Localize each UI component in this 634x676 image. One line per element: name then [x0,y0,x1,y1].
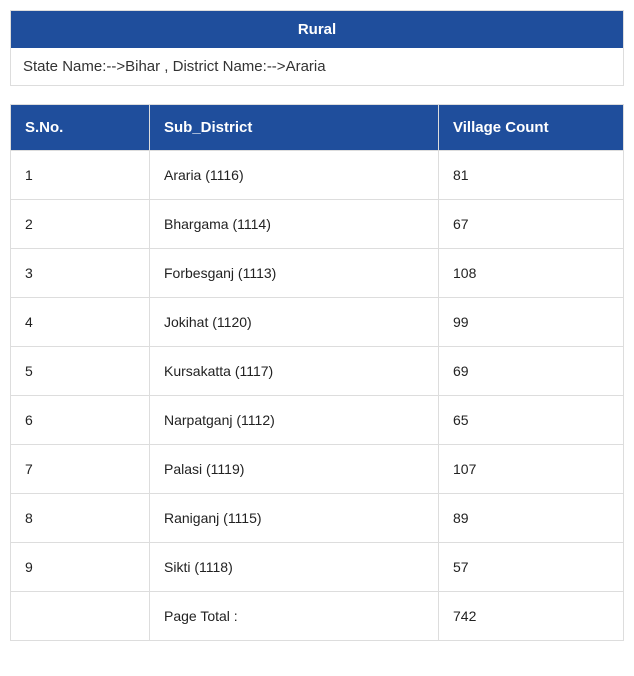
footer-empty [11,592,150,641]
cell-sno: 4 [11,298,150,347]
cell-subdistrict[interactable]: Bhargama (1114) [150,200,439,249]
cell-village-count[interactable]: 67 [439,200,624,249]
cell-village-count[interactable]: 69 [439,347,624,396]
data-table: S.No. Sub_District Village Count 1Araria… [10,104,624,641]
cell-village-count[interactable]: 107 [439,445,624,494]
table-row: 6Narpatganj (1112)65 [11,396,624,445]
cell-sno: 9 [11,543,150,592]
cell-subdistrict[interactable]: Jokihat (1120) [150,298,439,347]
cell-sno: 6 [11,396,150,445]
footer-value: 742 [439,592,624,641]
cell-village-count[interactable]: 65 [439,396,624,445]
cell-sno: 7 [11,445,150,494]
cell-village-count[interactable]: 99 [439,298,624,347]
cell-subdistrict[interactable]: Sikti (1118) [150,543,439,592]
cell-sno: 5 [11,347,150,396]
col-header-village-count[interactable]: Village Count [439,105,624,151]
cell-village-count[interactable]: 108 [439,249,624,298]
table-row: 7Palasi (1119)107 [11,445,624,494]
col-header-sno[interactable]: S.No. [11,105,150,151]
table-footer-row: Page Total : 742 [11,592,624,641]
cell-sno: 8 [11,494,150,543]
table-header-row: S.No. Sub_District Village Count [11,105,624,151]
col-header-subdistrict[interactable]: Sub_District [150,105,439,151]
breadcrumb: State Name:-->Bihar , District Name:-->A… [11,48,624,86]
footer-label: Page Total : [150,592,439,641]
cell-subdistrict[interactable]: Palasi (1119) [150,445,439,494]
page-title: Rural [11,11,624,49]
cell-sno: 2 [11,200,150,249]
cell-subdistrict[interactable]: Forbesganj (1113) [150,249,439,298]
cell-village-count[interactable]: 89 [439,494,624,543]
cell-subdistrict[interactable]: Narpatganj (1112) [150,396,439,445]
header-table: Rural State Name:-->Bihar , District Nam… [10,10,624,86]
table-row: 1Araria (1116)81 [11,151,624,200]
cell-sno: 1 [11,151,150,200]
table-row: 2Bhargama (1114)67 [11,200,624,249]
cell-sno: 3 [11,249,150,298]
table-row: 8Raniganj (1115)89 [11,494,624,543]
table-row: 4Jokihat (1120)99 [11,298,624,347]
cell-village-count[interactable]: 57 [439,543,624,592]
table-row: 5Kursakatta (1117)69 [11,347,624,396]
cell-subdistrict[interactable]: Kursakatta (1117) [150,347,439,396]
table-row: 9Sikti (1118)57 [11,543,624,592]
cell-village-count[interactable]: 81 [439,151,624,200]
table-row: 3Forbesganj (1113)108 [11,249,624,298]
cell-subdistrict[interactable]: Raniganj (1115) [150,494,439,543]
cell-subdistrict[interactable]: Araria (1116) [150,151,439,200]
